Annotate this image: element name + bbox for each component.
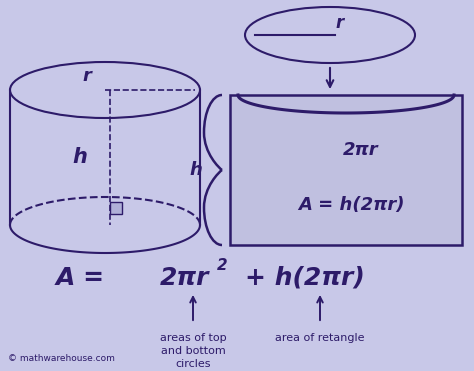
Text: r: r xyxy=(336,14,344,32)
Text: A =: A = xyxy=(55,266,105,290)
Text: h: h xyxy=(73,147,87,167)
Text: area of retangle: area of retangle xyxy=(275,333,365,343)
Polygon shape xyxy=(110,202,122,214)
Text: r: r xyxy=(82,67,91,85)
FancyBboxPatch shape xyxy=(230,95,462,245)
Text: + h(2πr): + h(2πr) xyxy=(245,266,365,290)
Text: areas of top
and bottom
circles: areas of top and bottom circles xyxy=(160,333,226,370)
Text: 2πr: 2πr xyxy=(343,141,379,159)
Text: A = h(2πr): A = h(2πr) xyxy=(298,196,404,214)
Text: 2πr: 2πr xyxy=(160,266,210,290)
Text: 2: 2 xyxy=(217,259,228,273)
Text: © mathwarehouse.com: © mathwarehouse.com xyxy=(8,354,115,363)
Text: h: h xyxy=(190,161,202,179)
